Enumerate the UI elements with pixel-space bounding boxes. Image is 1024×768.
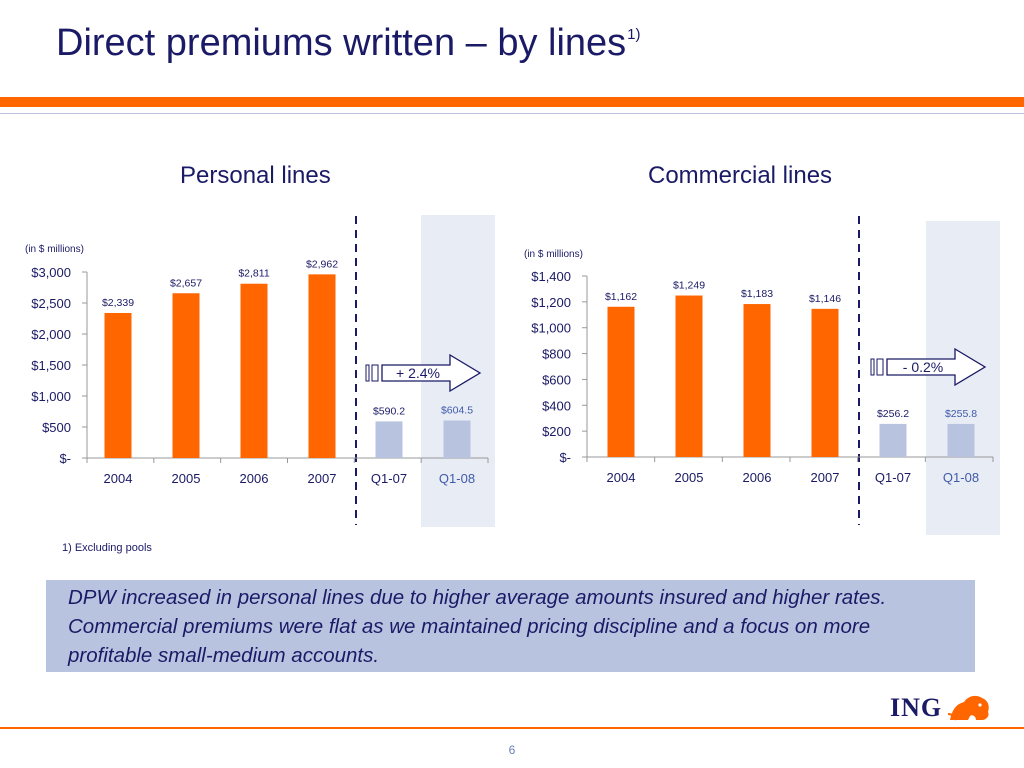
commercial-data-label: $1,249 (673, 280, 705, 292)
commercial-data-label: $1,162 (605, 291, 637, 303)
commercial-bar-2004 (607, 306, 635, 457)
personal-bar-2005 (172, 293, 200, 458)
personal-unit-note: (in $ millions) (25, 244, 84, 255)
personal-data-label: $2,339 (102, 297, 134, 309)
summary-callout-text: DPW increased in personal lines due to h… (68, 586, 887, 667)
commercial-data-label: $1,146 (809, 293, 841, 305)
personal-growth-arrow: + 2.4% (365, 353, 482, 393)
header-rule (0, 113, 1024, 114)
commercial-y-tick-label: $1,000 (531, 321, 571, 336)
commercial-growth-label: - 0.2% (903, 359, 943, 375)
page-number: 6 (508, 743, 516, 757)
logo-wordmark: ING (890, 693, 943, 722)
personal-data-label: $2,811 (238, 268, 269, 280)
header-accent-bar (0, 97, 1024, 107)
lion-icon (947, 695, 989, 721)
personal-bar-2004 (104, 312, 132, 458)
commercial-bar-2007 (811, 308, 839, 457)
commercial-y-tick-label: $1,400 (531, 269, 571, 284)
commercial-x-tick-label: Q1-08 (943, 470, 979, 485)
personal-data-label: $604.5 (441, 405, 473, 417)
commercial-x-tick-label: 2005 (675, 470, 704, 485)
commercial-unit-note: (in $ millions) (524, 249, 583, 260)
commercial-arrow-shape (886, 347, 987, 387)
commercial-data-label: $256.2 (877, 408, 909, 420)
commercial-growth-arrow: - 0.2% (870, 347, 987, 387)
commercial-y-tick-label: $- (559, 450, 571, 465)
footer-accent-bar (0, 727, 1024, 729)
commercial-x-tick-label: Q1-07 (875, 470, 911, 485)
commercial-bar-2006 (743, 304, 771, 457)
personal-y-tick-label: $500 (42, 420, 71, 435)
personal-x-tick-label: 2005 (172, 471, 201, 486)
personal-growth-label: + 2.4% (396, 365, 440, 381)
personal-lines-title: Personal lines (180, 162, 331, 189)
commercial-arrow-stripe (876, 358, 884, 376)
personal-arrow-stripe (371, 364, 379, 382)
commercial-x-tick-label: 2004 (607, 470, 636, 485)
footnote: 1) Excluding pools (62, 542, 152, 554)
commercial-bar-q1-07 (879, 423, 907, 457)
personal-x-tick-label: 2006 (240, 471, 269, 486)
commercial-x-tick-label: 2007 (811, 470, 840, 485)
title-footnote-marker: 1) (627, 26, 641, 43)
personal-y-tick-label: $3,000 (31, 265, 71, 280)
personal-x-tick-label: Q1-08 (439, 471, 475, 486)
commercial-data-label: $1,183 (741, 288, 773, 300)
ing-logo: ING (890, 690, 1000, 726)
personal-bar-2007 (308, 274, 336, 458)
personal-y-tick-label: $2,500 (31, 296, 71, 311)
personal-arrow-stripe (365, 364, 370, 382)
personal-y-tick-label: $1,500 (31, 358, 71, 373)
personal-data-label: $590.2 (373, 405, 405, 417)
personal-x-tick-label: 2007 (308, 471, 337, 486)
commercial-y-tick-label: $400 (542, 398, 571, 413)
page-title-text: Direct premiums written – by lines (56, 22, 627, 64)
personal-data-label: $2,657 (170, 277, 202, 289)
commercial-x-tick-label: 2006 (743, 470, 772, 485)
commercial-y-tick-label: $1,200 (531, 295, 571, 310)
commercial-y-tick-label: $200 (542, 424, 571, 439)
commercial-data-label: $255.8 (945, 408, 977, 420)
personal-y-tick-label: $- (59, 451, 71, 466)
personal-arrow-shape (381, 353, 482, 393)
commercial-bar-q1-08 (947, 423, 975, 457)
page-title: Direct premiums written – by lines1) (56, 22, 641, 65)
personal-y-tick-label: $1,000 (31, 389, 71, 404)
personal-x-tick-label: 2004 (104, 471, 133, 486)
personal-x-tick-label: Q1-07 (371, 471, 407, 486)
commercial-y-tick-label: $600 (542, 372, 571, 387)
personal-y-tick-label: $2,000 (31, 327, 71, 342)
bar-charts: (in $ millions) $- $500 $1,000 $1,500 $2,000 $… (25, 215, 1000, 535)
personal-bar-2006 (240, 283, 268, 458)
personal-bar-q1-07 (375, 421, 403, 458)
personal-bar-q1-08 (443, 420, 471, 458)
commercial-y-tick-label: $800 (542, 347, 571, 362)
commercial-bar-2005 (675, 295, 703, 457)
commercial-lines-title: Commercial lines (648, 162, 833, 189)
summary-callout: DPW increased in personal lines due to h… (46, 580, 975, 672)
personal-data-label: $2,962 (306, 258, 338, 270)
commercial-arrow-stripe (870, 358, 875, 376)
